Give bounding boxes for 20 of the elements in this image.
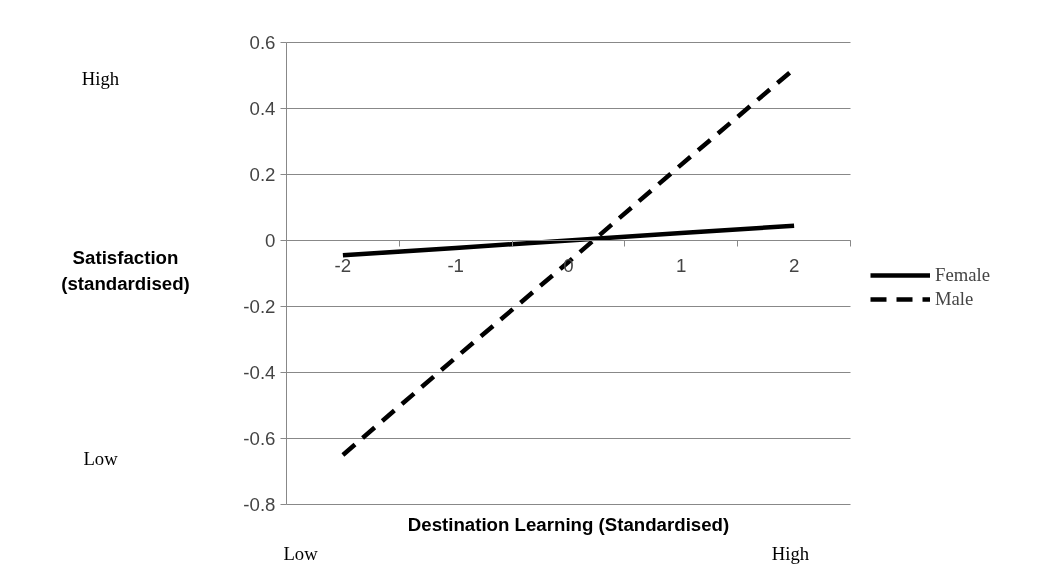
x-tick-label: 1 — [676, 254, 687, 276]
x-axis-title: Destination Learning (Standardised) — [407, 514, 730, 535]
x-tick-label: 2 — [788, 254, 800, 276]
legend-label: Male — [935, 288, 974, 310]
legend-label: Female — [935, 264, 990, 286]
y-tick-label: 0.6 — [249, 32, 276, 53]
y-tick-label: 0.2 — [249, 164, 276, 185]
text: Low — [283, 543, 319, 564]
text: High — [81, 68, 120, 89]
y-tick-label: 0 — [265, 230, 276, 251]
y-tick-label: 0.4 — [249, 98, 276, 119]
x-tick-label: -2 — [334, 254, 352, 276]
y-tick-label: -0.2 — [243, 296, 276, 317]
text: High — [771, 543, 810, 564]
y-tick-label: -0.6 — [243, 428, 276, 449]
y-tick-label: -0.8 — [243, 494, 276, 515]
y-tick-label: -0.4 — [243, 362, 276, 383]
y-axis-title: Satisfaction (standardised) — [61, 247, 190, 294]
text: Low — [83, 448, 119, 469]
x-tick-label: -1 — [447, 254, 464, 276]
